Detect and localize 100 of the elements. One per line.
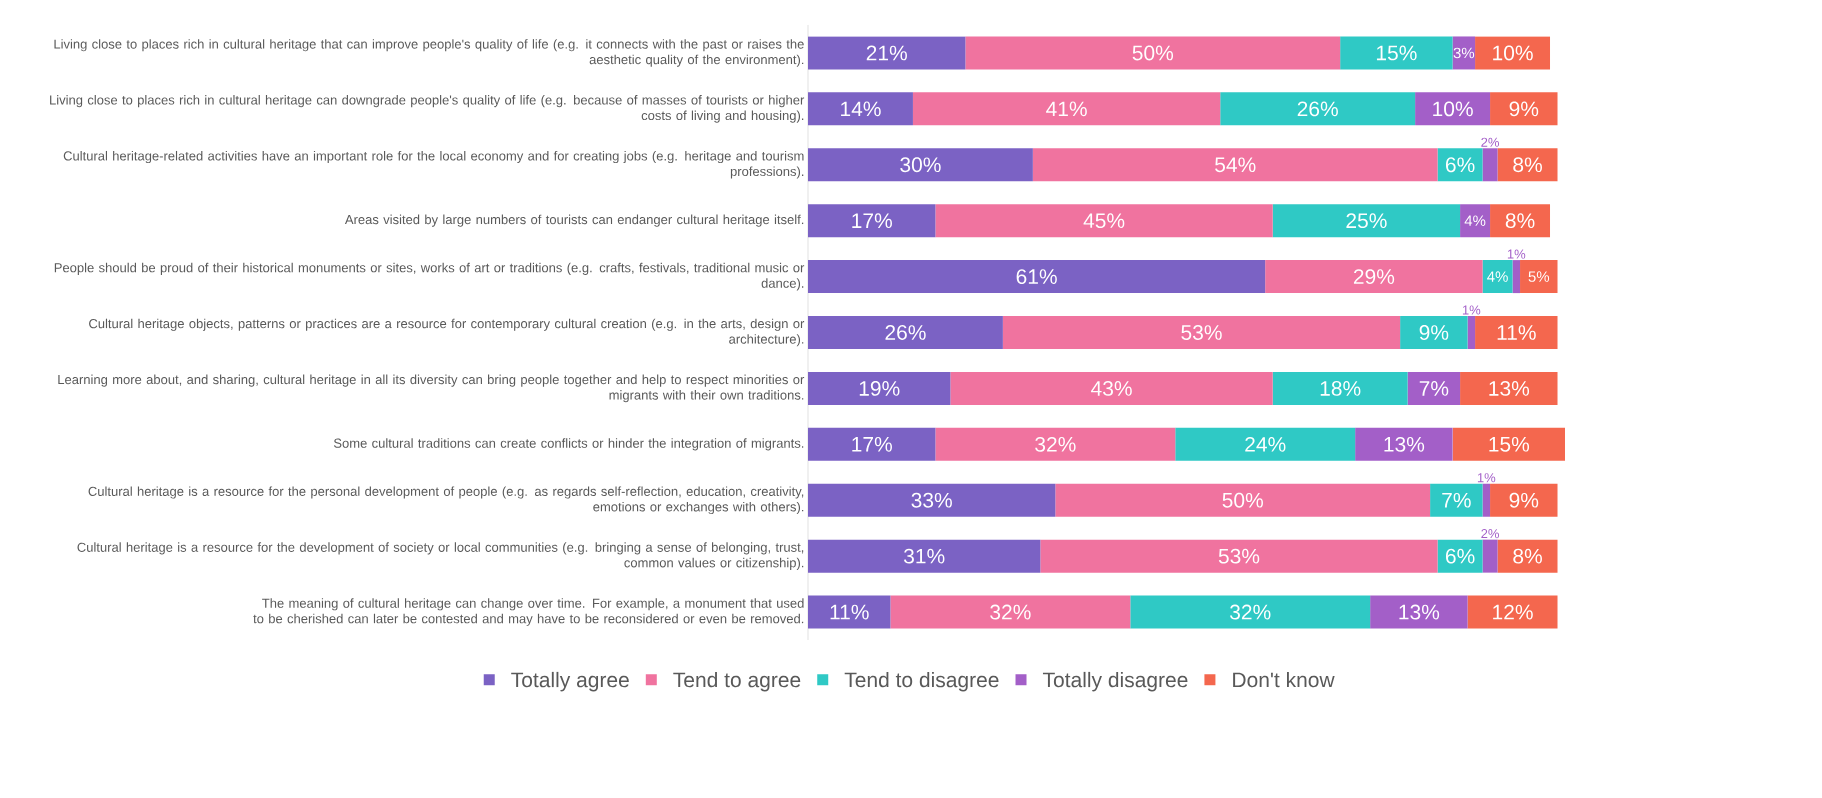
bar [1055, 483, 1431, 517]
bar [808, 204, 936, 238]
data-label: 50% [1132, 45, 1174, 61]
data-label: 11% [1497, 325, 1536, 340]
data-label: 15% [1376, 45, 1417, 61]
bar [1340, 36, 1453, 70]
bar [1482, 539, 1498, 573]
data-label: 4% [1487, 271, 1508, 282]
bar [808, 483, 1056, 517]
bar [1460, 371, 1558, 405]
bar [808, 316, 1003, 349]
data-label: 25% [1346, 213, 1387, 229]
data-label: 32% [1035, 436, 1076, 452]
data-label: 12% [1493, 604, 1533, 620]
data-label: 32% [990, 604, 1031, 620]
bar [808, 371, 951, 405]
data-label: 6% [1445, 548, 1475, 564]
data-label: 17% [852, 213, 892, 229]
data-label: 3% [1453, 47, 1475, 59]
bar [1002, 316, 1401, 349]
data-label: 8% [1505, 213, 1535, 229]
data-label: 1% [1477, 473, 1496, 483]
data-label: 1% [1462, 305, 1481, 315]
bar [912, 92, 1221, 126]
bar [1475, 36, 1551, 70]
bar [950, 371, 1273, 405]
y-tick-label: The meaning of cultural heritage can change over time. For example, a monument that used to be cherished can later be contested and may have to be reconsidered or even be removed. [253, 598, 804, 626]
y-tick-label: Living close to places rich in cultural heritage that can improve people's quality of life (e.g. it connects with the past or raises the aesthetic quality of the environment). [54, 39, 804, 67]
y-tick-label: Cultural heritage is a resource for the personal development of people (e.g. as regards self-reflection, education, creativity, emotions or exchanges with others). [88, 486, 804, 515]
data-label: 9% [1509, 101, 1539, 117]
bar [1437, 539, 1483, 573]
bar [808, 148, 1033, 182]
bar [1490, 92, 1558, 126]
data-label: 14% [841, 101, 881, 117]
legend-label: Tend to agree [673, 671, 801, 692]
data-label: 33% [911, 492, 952, 508]
bar [1437, 148, 1483, 182]
bar [1407, 371, 1461, 405]
data-label: 19% [859, 380, 900, 396]
data-label: 31% [903, 548, 945, 564]
bar [1272, 371, 1408, 405]
y-tick-label: Learning more about, and sharing, cultural heritage in all its diversity can bring people together and help to respect minorities or migrants with their own traditions. [58, 374, 805, 403]
legend-label: Totally agree [511, 671, 629, 692]
bar [1355, 427, 1453, 461]
bar [1130, 595, 1371, 629]
legend-label: Tend to disagree [844, 671, 999, 692]
bar [1415, 92, 1491, 126]
y-tick-label: Living close to places rich in cultural heritage can downgrade people's quality of life (e.g. because of masses of tourists or higher costs of living and housing). [50, 95, 805, 123]
y-tick-label: Some cultural traditions can create conflicts or hinder the integration of migrants. [333, 438, 804, 451]
bar [1370, 595, 1468, 629]
y-tick-label: Areas visited by large numbers of tourists can endanger cultural heritage itself. [344, 214, 804, 227]
data-label: 7% [1419, 381, 1449, 396]
data-label: 13% [1399, 604, 1440, 620]
bar [808, 36, 966, 70]
bar [1032, 148, 1438, 182]
legend-label: Don't know [1233, 671, 1335, 688]
bar [1460, 204, 1491, 238]
data-label: 26% [885, 325, 926, 340]
data-label: 10% [1493, 45, 1533, 61]
data-label: 53% [1218, 548, 1260, 564]
data-label: 61% [1016, 269, 1057, 285]
data-label: 1% [1507, 249, 1526, 259]
data-label: 13% [1384, 436, 1425, 452]
data-label: 30% [900, 157, 941, 173]
data-label: 4% [1464, 215, 1486, 226]
bar [808, 92, 913, 126]
data-label: 5% [1528, 271, 1550, 282]
data-label: 2% [1481, 529, 1500, 539]
bar [808, 260, 1266, 294]
bar [1467, 316, 1476, 349]
data-label: 53% [1181, 325, 1222, 340]
data-label: 21% [866, 45, 907, 61]
y-tick-label: Cultural heritage-related activities have an important role for the local economy and for creating jobs (e.g. heritage and tourism professions). [63, 150, 804, 179]
data-label: 8% [1513, 157, 1542, 173]
data-label: 32% [1230, 604, 1271, 620]
data-label: 18% [1320, 380, 1361, 396]
bar [1265, 260, 1483, 294]
bar [935, 427, 1176, 461]
bar [1490, 483, 1558, 517]
bar [1497, 148, 1558, 182]
bar [808, 427, 936, 461]
data-label: 15% [1489, 436, 1530, 452]
bar [1040, 539, 1438, 573]
data-label: 17% [852, 436, 892, 452]
y-tick-label: People should be proud of their historical monuments or sites, works of art or traditions (e.g. crafts, festivals, traditional music or dance). [54, 262, 805, 291]
bar [1220, 92, 1416, 126]
data-label: 9% [1509, 492, 1539, 508]
bar [1497, 539, 1558, 573]
y-tick-label: Cultural heritage is a resource for the development of society or local communities (e.g. bringing a sense of belonging, trust, common values or citizenship). [77, 542, 804, 570]
bar [1512, 260, 1521, 294]
data-label: 7% [1442, 492, 1471, 508]
legend-label: Totally disagree [1042, 671, 1188, 692]
bar [1482, 483, 1491, 517]
bar [935, 204, 1273, 238]
bar [1490, 204, 1551, 238]
bar [1400, 316, 1468, 349]
data-label: 11% [830, 604, 869, 620]
bar [1482, 260, 1513, 294]
bar [1452, 427, 1566, 461]
bar [1482, 148, 1498, 182]
